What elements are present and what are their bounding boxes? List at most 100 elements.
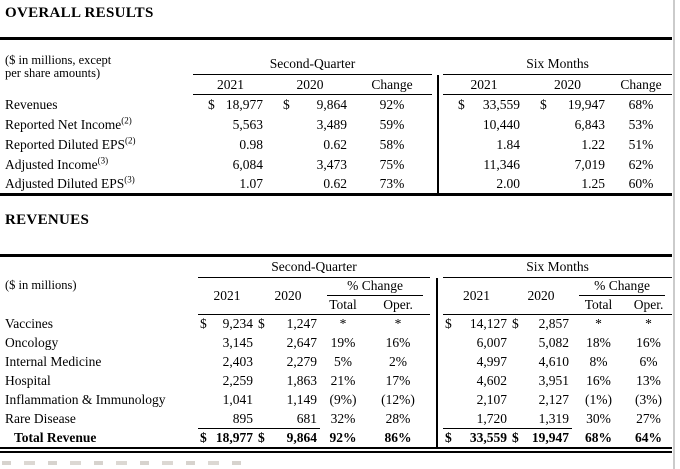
group-header-second-quarter: Second-Quarter — [198, 255, 431, 278]
money-cell: 6,084 — [193, 155, 268, 175]
percent-cell: * — [394, 316, 402, 332]
percent-cell: 62% — [628, 156, 654, 172]
percent-cell: 75% — [379, 156, 405, 172]
money-value: 9,864 — [316, 96, 347, 112]
money-value: 14,127 — [469, 316, 508, 332]
money-cell: 3,489 — [268, 115, 352, 135]
percent-cell: 60% — [628, 175, 654, 191]
currency-symbol: $ — [458, 96, 465, 112]
money-cell: 3,145 — [198, 334, 256, 353]
money-cell: 0.98 — [193, 135, 268, 155]
currency-symbol: $ — [200, 429, 207, 445]
money-value: 1,319 — [538, 410, 570, 426]
percent-cell: 17% — [385, 373, 411, 388]
money-cell: 1,041 — [198, 391, 256, 410]
currency-symbol: $ — [445, 429, 452, 445]
section-divider — [430, 428, 444, 450]
money-cell: 1,319 — [510, 410, 572, 429]
table-row: Adjusted Diluted EPS(3) 1.07 0.62 73% 2.00 1.… — [0, 174, 672, 195]
money-value: 11,346 — [483, 156, 521, 172]
table-row: Oncology 3,145 2,647 19% 16% 6,007 5,082 18% 16% — [0, 333, 672, 353]
money-cell: 2,127 — [510, 391, 572, 410]
section-divider — [430, 390, 444, 410]
money-value: 5,082 — [538, 335, 570, 350]
percent-cell: 19% — [330, 335, 356, 350]
column-header-2020: 2020 — [525, 74, 611, 95]
money-cell: 3,951 — [510, 372, 572, 391]
row-label: Inflammation & Immunology — [5, 392, 166, 407]
percent-cell: 51% — [628, 136, 654, 152]
row-label: Adjusted Diluted EPS(3) — [5, 174, 135, 191]
currency-symbol: $ — [283, 96, 290, 112]
money-cell: $19,947 — [510, 428, 573, 450]
money-cell: 0.62 — [268, 175, 352, 195]
money-cell: 5,563 — [193, 115, 268, 135]
group-header-row: ($ in millions) Second-Quarter Six Month… — [0, 255, 673, 292]
money-value: 9,234 — [222, 316, 253, 332]
percent-cell: 16% — [385, 335, 411, 350]
money-value: 2,279 — [286, 354, 317, 369]
money-value: 3,473 — [316, 156, 347, 172]
percent-cell: 13% — [636, 373, 661, 388]
money-value: 0.98 — [239, 136, 263, 152]
money-cell: 0.62 — [268, 135, 352, 155]
money-value: 1,149 — [286, 392, 317, 407]
money-cell: $1,247 — [256, 315, 320, 334]
money-value: 6,843 — [574, 116, 606, 132]
section-divider — [430, 333, 444, 353]
unit-note: ($ in millions) — [5, 277, 77, 292]
percent-cell: 86% — [384, 429, 412, 445]
money-value: 2,857 — [538, 316, 570, 332]
section-divider — [432, 114, 444, 135]
money-cell: 6,843 — [525, 115, 610, 135]
section-divider — [432, 94, 444, 115]
percent-cell: 73% — [379, 175, 405, 191]
money-value: 7,019 — [574, 156, 606, 172]
table-row: Reported Diluted EPS(2) 0.98 0.62 58% 1.84 1.… — [0, 134, 672, 155]
money-cell: $2,857 — [510, 315, 572, 334]
money-value: 10,440 — [482, 116, 521, 132]
percent-cell: 92% — [379, 96, 405, 112]
money-value: 1,863 — [286, 373, 317, 388]
currency-symbol: $ — [512, 316, 519, 332]
money-cell: $9,864 — [256, 428, 320, 450]
pct-change-header: % Change — [572, 278, 672, 297]
page-edge-line — [673, 0, 675, 469]
section-gap — [432, 39, 443, 75]
money-value: 5,563 — [232, 116, 263, 132]
percent-cell: 59% — [379, 116, 405, 132]
money-value: 895 — [232, 410, 253, 426]
percent-cell: 5% — [334, 354, 352, 369]
money-value: 681 — [296, 410, 317, 426]
year-header-row: 2021 2020 Change 2021 2020 Change — [0, 74, 673, 95]
money-cell: 4,610 — [510, 353, 572, 372]
money-value: 18,977 — [215, 429, 253, 445]
money-cell: 1,149 — [256, 391, 320, 410]
row-label: Total Revenue — [14, 429, 97, 445]
currency-symbol: $ — [258, 316, 265, 332]
percent-cell: 32% — [330, 411, 356, 426]
money-cell: 1.84 — [443, 135, 525, 155]
money-cell: $18,977 — [193, 95, 268, 115]
money-value: 4,997 — [476, 354, 508, 369]
money-value: 2.00 — [496, 175, 521, 191]
table-row: Revenues $18,977 $9,864 92% $33,559 $19,947 68… — [0, 94, 672, 115]
percent-cell: 16% — [586, 373, 611, 388]
column-header-2021: 2021 — [193, 74, 268, 95]
money-value: 33,559 — [469, 429, 508, 445]
money-cell: 4,997 — [443, 353, 510, 372]
money-cell: 5,082 — [510, 334, 572, 353]
currency-symbol: $ — [200, 316, 207, 332]
row-label: Vaccines — [5, 316, 53, 331]
column-header-change: Change — [610, 74, 673, 95]
money-cell: 1.07 — [193, 175, 268, 195]
percent-cell: (12%) — [381, 392, 415, 407]
money-cell: 4,602 — [443, 372, 510, 391]
money-cell: 6,007 — [443, 334, 510, 353]
money-cell: 2,107 — [443, 391, 510, 410]
column-header-total: Total — [320, 296, 366, 315]
percent-cell: 28% — [385, 411, 411, 426]
percent-cell: 6% — [639, 354, 658, 369]
table-row: Rare Disease 895 681 32% 28% 1,720 1,319 30% 27% — [0, 409, 672, 429]
group-header-six-months: Six Months — [443, 38, 673, 75]
